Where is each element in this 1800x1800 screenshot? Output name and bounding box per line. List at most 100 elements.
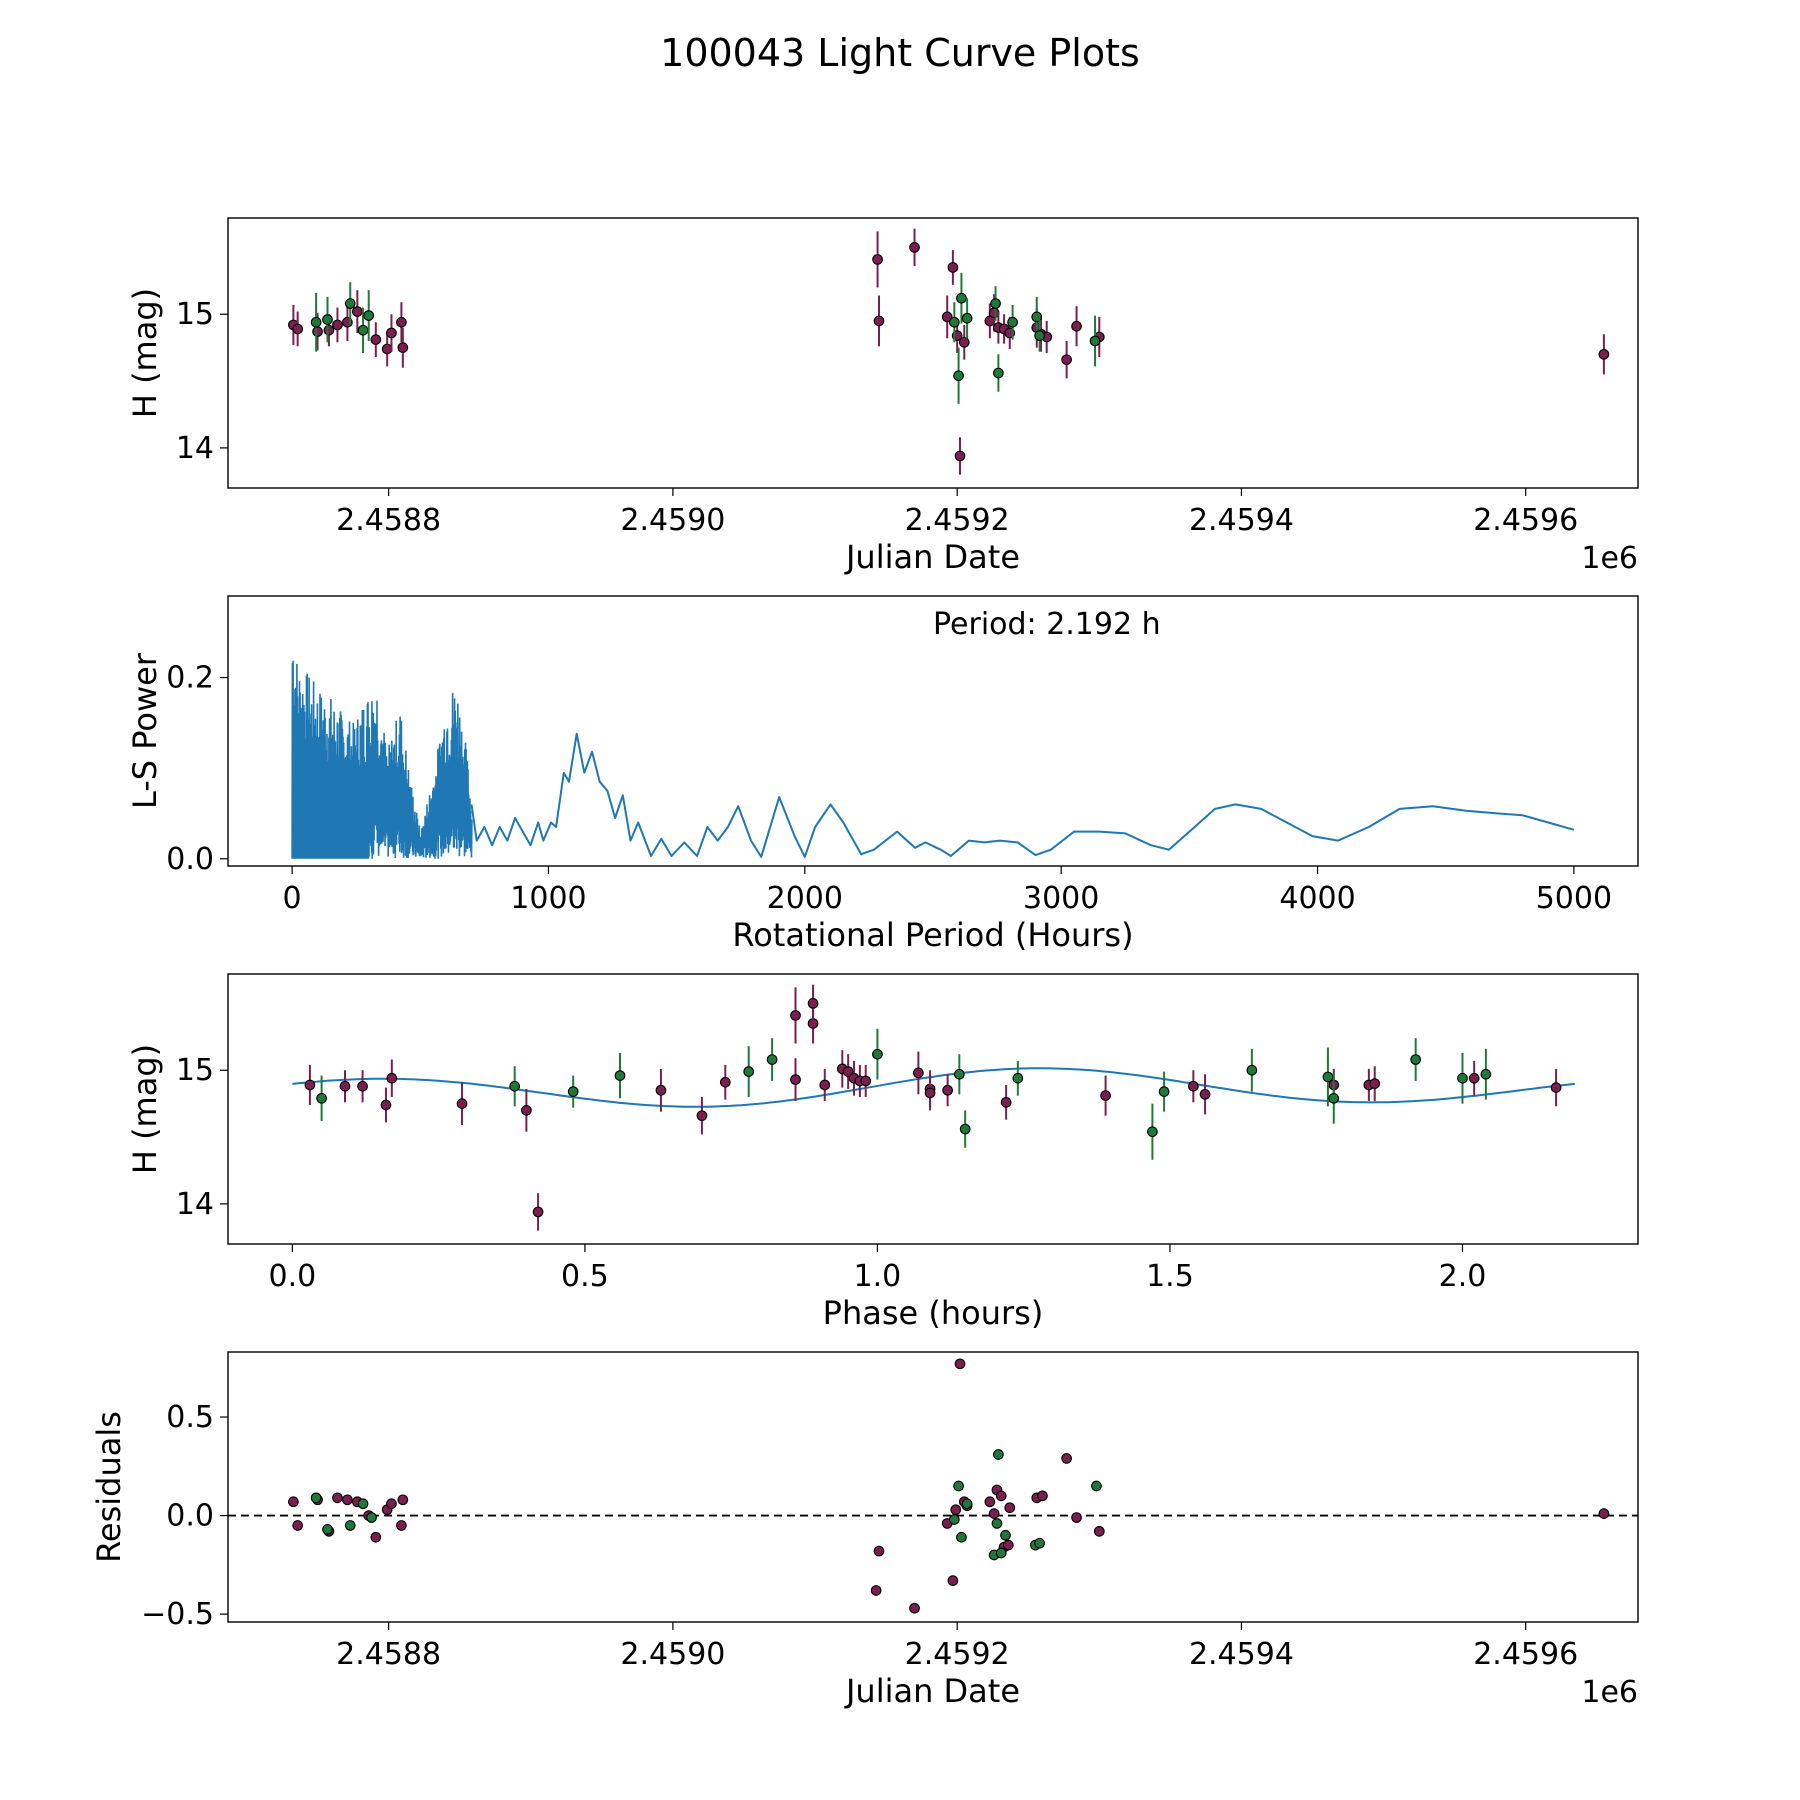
x-axis-label: Julian Date — [844, 538, 1020, 576]
data-point-band_b — [322, 314, 333, 325]
y-tick-label: 15 — [176, 1053, 214, 1088]
data-point-band_a — [1061, 354, 1072, 366]
data-point-band_a — [304, 1079, 316, 1091]
y-tick-label: 14 — [176, 1187, 214, 1222]
x-tick-label: 2000 — [767, 881, 843, 916]
data-point-band_a — [1188, 1080, 1199, 1092]
data-point-band_b — [953, 370, 964, 382]
y-tick-label: 0.0 — [166, 1499, 214, 1534]
plot-frame — [227, 973, 1639, 1245]
data-point-band_b — [344, 298, 356, 309]
data-point-band_b — [990, 298, 1001, 309]
x-tick-label: 0 — [283, 881, 302, 916]
x-axis-label: Phase (hours) — [823, 1294, 1044, 1332]
data-point-band_a — [332, 1492, 343, 1504]
data-point-band_b — [1012, 1072, 1024, 1084]
y-tick-label: 14 — [176, 431, 214, 466]
data-point-band_a — [1061, 1453, 1072, 1464]
x-tick-label: 0.5 — [561, 1259, 609, 1294]
data-point-band_a — [995, 1490, 1007, 1502]
data-point-band_b — [1007, 316, 1018, 328]
data-point-band_b — [948, 1514, 960, 1525]
data-point-band_b — [366, 1512, 377, 1523]
data-point-band_b — [1031, 311, 1043, 323]
data-point-band_a — [342, 1494, 353, 1506]
data-point-band_b — [991, 1518, 1003, 1529]
data-point-band_b — [1147, 1126, 1158, 1138]
data-point-band_a — [351, 306, 363, 317]
data-point-band_a — [819, 1079, 831, 1091]
data-point-band_a — [988, 1508, 1000, 1519]
data-point-band_a — [370, 334, 382, 345]
data-point-band_a — [942, 1084, 953, 1096]
data-point-band_b — [357, 324, 369, 336]
data-point-band_b — [1089, 335, 1101, 347]
y-axis-label: L-S Power — [126, 652, 164, 809]
panel-periodogram: 0 1000 2000 3000 4000 5000 0.0 0.2 Rotational Pe… — [126, 595, 1639, 954]
x-tick-label: 2.4594 — [1189, 503, 1294, 538]
data-point-band_a — [397, 342, 409, 354]
data-point-band_a — [292, 323, 303, 335]
data-point-band_a — [370, 1531, 382, 1543]
data-point-band_a — [1369, 1078, 1381, 1089]
x-tick-label: 2.4592 — [905, 503, 1010, 538]
plot-frame — [227, 217, 1639, 489]
data-point-band_b — [961, 1498, 973, 1510]
panel-julian-date-magnitude: 2.4588 2.4590 2.4592 2.4594 2.4596 14 15 Julian… — [126, 217, 1639, 576]
x-axis-label: Julian Date — [844, 1672, 1020, 1710]
data-point-band_b — [956, 1531, 967, 1543]
data-point-band_a — [860, 1075, 872, 1087]
fit-curve — [292, 1067, 1575, 1108]
plot-frame — [227, 595, 1639, 867]
data-point-band_a — [984, 1496, 996, 1508]
x-tick-label: 2.4592 — [905, 1637, 1010, 1672]
panel-phased-light-curve: 0.0 0.5 1.0 1.5 2.0 14 15 Phase (hours) H (mag) — [126, 973, 1639, 1332]
data-point-band_b — [509, 1080, 521, 1092]
data-point-band_a — [339, 1080, 351, 1092]
data-point-band_a — [1071, 1512, 1082, 1523]
data-point-band_a — [396, 1520, 407, 1531]
data-point-band_a — [456, 1098, 468, 1110]
data-point-band_b — [614, 1070, 626, 1081]
data-point-band_a — [292, 1520, 303, 1531]
x-tick-label: 2.4594 — [1189, 1637, 1294, 1672]
data-point-band_a — [380, 1099, 392, 1111]
data-point-band_a — [696, 1110, 708, 1122]
data-point-band_a — [842, 1066, 854, 1077]
data-point-band_b — [1328, 1092, 1340, 1104]
data-point-band_a — [1000, 1096, 1012, 1108]
data-point-band_a — [870, 1585, 882, 1596]
x-tick-label: 2.4596 — [1473, 1637, 1578, 1672]
data-point-band_b — [344, 1520, 356, 1531]
data-point-band_b — [872, 1048, 883, 1060]
x-tick-label: 1.0 — [854, 1259, 902, 1294]
y-tick-label: 15 — [176, 297, 214, 332]
data-point-band_a — [386, 1498, 397, 1510]
data-point-band_b — [1246, 1064, 1258, 1076]
data-point-band_b — [743, 1066, 755, 1077]
data-point-band_a — [909, 242, 920, 253]
data-point-band_a — [958, 336, 970, 348]
x-tick-label: 2.0 — [1439, 1259, 1487, 1294]
data-point-band_a — [323, 324, 335, 336]
data-point-band_b — [1034, 330, 1045, 341]
data-point-band_a — [1004, 1502, 1016, 1514]
data-point-band_a — [332, 319, 343, 331]
data-point-band_a — [521, 1104, 532, 1116]
data-point-band_b — [1322, 1071, 1334, 1083]
y-tick-label: −0.5 — [141, 1597, 214, 1632]
data-point-band_a — [288, 1496, 299, 1508]
data-point-band_a — [1468, 1072, 1480, 1084]
x-tick-label: 0.0 — [268, 1259, 316, 1294]
data-point-band_a — [790, 1010, 801, 1021]
data-point-band_a — [941, 311, 953, 323]
data-point-band_a — [532, 1206, 544, 1218]
data-point-band_a — [1550, 1082, 1562, 1093]
data-point-band_a — [873, 1545, 885, 1557]
panel-residuals: 2.4588 2.4590 2.4592 2.4594 2.4596 −0.5 0.0 0.5… — [90, 1351, 1639, 1710]
data-point-band_a — [950, 1504, 962, 1516]
data-point-band_b — [1158, 1086, 1170, 1097]
y-axis-label: H (mag) — [126, 1044, 164, 1174]
data-point-band_b — [953, 1068, 965, 1080]
data-point-band_a — [909, 1602, 920, 1614]
